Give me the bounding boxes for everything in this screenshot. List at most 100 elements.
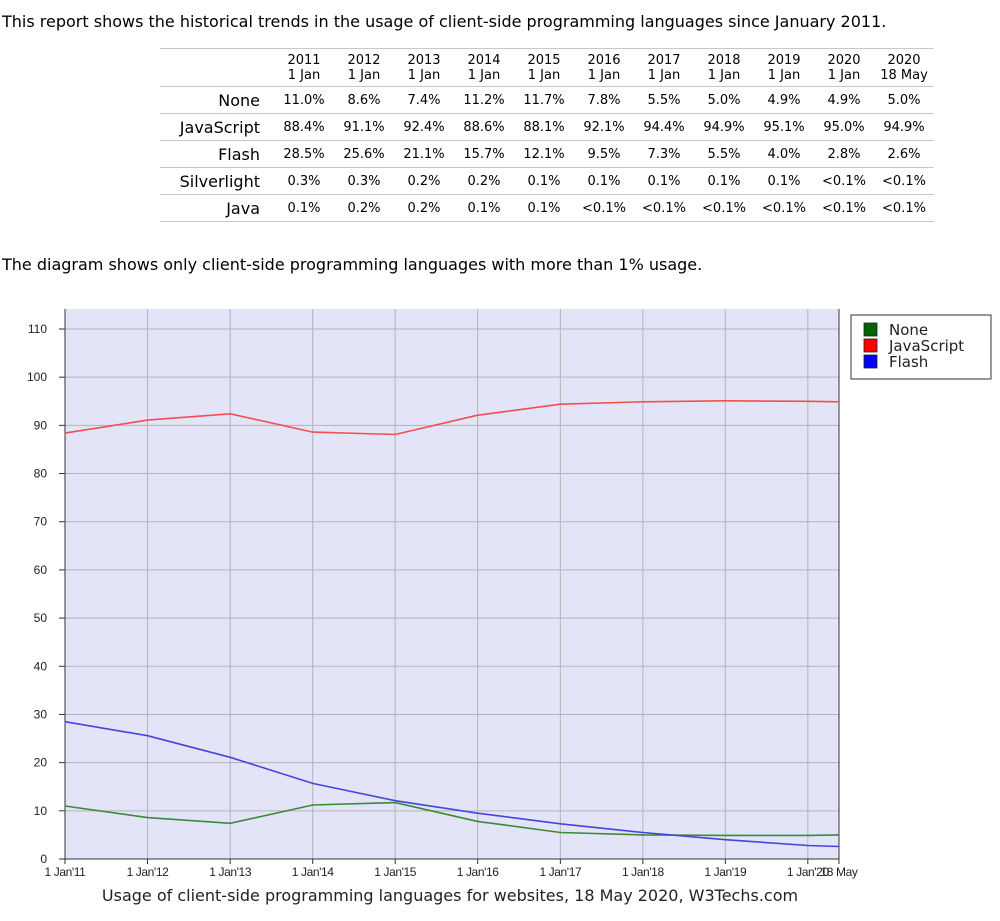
table-cell: 4.0% bbox=[754, 140, 814, 168]
x-tick-label: 1 Jan'14 bbox=[292, 865, 335, 879]
table-cell: 95.0% bbox=[814, 113, 874, 141]
usage-trend-table: 2011 1 Jan 2012 1 Jan 2013 1 Jan 2014 1 Jan 2015… bbox=[160, 48, 934, 222]
table-cell: 11.2% bbox=[454, 86, 514, 114]
table-corner bbox=[160, 48, 274, 87]
column-header: 2018 1 Jan bbox=[694, 48, 754, 87]
x-tick-label: 1 Jan'15 bbox=[374, 865, 417, 879]
table-cell: 4.9% bbox=[754, 86, 814, 114]
table-cell: 5.0% bbox=[694, 86, 754, 114]
table-cell: 9.5% bbox=[574, 140, 634, 168]
table-cell: 2.8% bbox=[814, 140, 874, 168]
table-row: Java 0.1% 0.2% 0.2% 0.1% 0.1% <0.1% <0.1% <0.1% <… bbox=[160, 194, 934, 222]
table-cell: <0.1% bbox=[634, 194, 694, 222]
table-cell: 21.1% bbox=[394, 140, 454, 168]
table-row: None 11.0% 8.6% 7.4% 11.2% 11.7% 7.8% 5.5% 5.0% 4… bbox=[160, 86, 934, 114]
table-cell: 7.8% bbox=[574, 86, 634, 114]
y-tick-label: 10 bbox=[34, 804, 48, 818]
table-cell: 91.1% bbox=[334, 113, 394, 141]
column-date: 1 Jan bbox=[827, 67, 861, 83]
column-date: 1 Jan bbox=[647, 67, 681, 83]
table-cell: 7.4% bbox=[394, 86, 454, 114]
table-cell: 0.2% bbox=[334, 194, 394, 222]
x-tick-label: 1 Jan'11 bbox=[45, 865, 87, 879]
column-header: 2019 1 Jan bbox=[754, 48, 814, 87]
x-tick-label: 18 May bbox=[821, 865, 858, 879]
column-year: 2020 bbox=[887, 52, 921, 68]
x-tick-label: 1 Jan'13 bbox=[209, 865, 252, 879]
table-cell: 11.7% bbox=[514, 86, 574, 114]
column-year: 2013 bbox=[407, 52, 441, 68]
y-tick-label: 90 bbox=[34, 418, 48, 432]
series-line-javascript bbox=[64, 399, 840, 436]
column-year: 2017 bbox=[647, 52, 681, 68]
table-cell: <0.1% bbox=[874, 194, 934, 222]
y-tick-label: 70 bbox=[34, 515, 48, 529]
table-cell: 0.2% bbox=[454, 167, 514, 195]
table-header-row: 2011 1 Jan 2012 1 Jan 2013 1 Jan 2014 1 Jan 2015… bbox=[160, 48, 934, 87]
legend-swatch bbox=[863, 338, 878, 353]
table-cell: 88.4% bbox=[274, 113, 334, 141]
y-tick-label: 0 bbox=[40, 852, 47, 866]
y-tick-label: 30 bbox=[34, 707, 48, 721]
legend-entry: None bbox=[889, 321, 928, 339]
legend-entry: Flash bbox=[889, 353, 928, 371]
column-date: 1 Jan bbox=[407, 67, 441, 83]
column-year: 2019 bbox=[767, 52, 801, 68]
column-year: 2020 bbox=[827, 52, 861, 68]
table-cell: <0.1% bbox=[874, 167, 934, 195]
table-cell: 94.9% bbox=[694, 113, 754, 141]
x-tick-label: 1 Jan'20 bbox=[787, 865, 830, 879]
column-header: 2011 1 Jan bbox=[274, 48, 334, 87]
table-cell: 5.5% bbox=[694, 140, 754, 168]
table-cell: <0.1% bbox=[814, 167, 874, 195]
table-cell: 12.1% bbox=[514, 140, 574, 168]
table-cell: 95.1% bbox=[754, 113, 814, 141]
table-cell: <0.1% bbox=[814, 194, 874, 222]
table-cell: 7.3% bbox=[634, 140, 694, 168]
table-cell: <0.1% bbox=[694, 194, 754, 222]
column-date: 18 May bbox=[880, 67, 928, 83]
x-tick-label: 1 Jan'17 bbox=[539, 865, 582, 879]
column-date: 1 Jan bbox=[707, 67, 741, 83]
table-cell: 0.3% bbox=[334, 167, 394, 195]
y-tick-label: 80 bbox=[34, 467, 48, 481]
table-cell: 88.6% bbox=[454, 113, 514, 141]
row-label: JavaScript bbox=[160, 113, 274, 141]
column-header: 2012 1 Jan bbox=[334, 48, 394, 87]
column-date: 1 Jan bbox=[347, 67, 381, 83]
table-cell: 0.1% bbox=[274, 194, 334, 222]
table-cell: 92.1% bbox=[574, 113, 634, 141]
column-header: 2020 1 Jan bbox=[814, 48, 874, 87]
table-cell: <0.1% bbox=[754, 194, 814, 222]
intro-text: This report shows the historical trends … bbox=[2, 12, 887, 31]
table-row: Flash 28.5% 25.6% 21.1% 15.7% 12.1% 9.5% 7.3% 5.… bbox=[160, 140, 934, 168]
usage-line-chart: 0 10 20 30 40 50 60 70 80 90 100 110 1 Jan'11 1 Jan'1… bbox=[27, 309, 992, 879]
column-date: 1 Jan bbox=[287, 67, 321, 83]
table-cell: 92.4% bbox=[394, 113, 454, 141]
table-cell: 0.1% bbox=[634, 167, 694, 195]
column-year: 2016 bbox=[587, 52, 621, 68]
column-date: 1 Jan bbox=[527, 67, 561, 83]
row-label: Java bbox=[160, 194, 274, 222]
series-line-flash bbox=[64, 720, 840, 848]
table-row: JavaScript 88.4% 91.1% 92.4% 88.6% 88.1% 92.1%… bbox=[160, 113, 934, 141]
table-cell: 5.5% bbox=[634, 86, 694, 114]
row-label: Silverlight bbox=[160, 167, 274, 195]
column-year: 2014 bbox=[467, 52, 501, 68]
y-tick-label: 110 bbox=[28, 322, 47, 336]
table-cell: 0.2% bbox=[394, 167, 454, 195]
table-cell: 5.0% bbox=[874, 86, 934, 114]
column-date: 1 Jan bbox=[587, 67, 621, 83]
table-cell: 2.6% bbox=[874, 140, 934, 168]
table-cell: 0.1% bbox=[754, 167, 814, 195]
chart-note: The diagram shows only client-side progr… bbox=[2, 255, 703, 274]
table-cell: 88.1% bbox=[514, 113, 574, 141]
table-cell: <0.1% bbox=[574, 194, 634, 222]
table-cell: 94.9% bbox=[874, 113, 934, 141]
column-header: 2014 1 Jan bbox=[454, 48, 514, 87]
column-year: 2011 bbox=[287, 52, 321, 68]
column-year: 2018 bbox=[707, 52, 741, 68]
table-cell: 25.6% bbox=[334, 140, 394, 168]
column-date: 1 Jan bbox=[767, 67, 801, 83]
table-cell: 28.5% bbox=[274, 140, 334, 168]
